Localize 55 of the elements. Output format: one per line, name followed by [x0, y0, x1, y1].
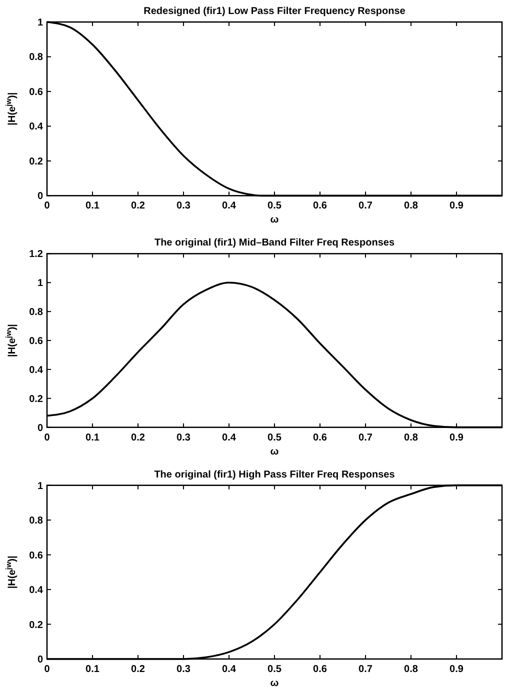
y-tick-label: 0.8 — [29, 52, 44, 64]
x-tick-label: 0 — [44, 432, 50, 444]
y-tick-label: 0.6 — [29, 336, 44, 347]
y-tick-label: 0.4 — [29, 585, 44, 596]
x-tick-label: 0.8 — [404, 432, 418, 444]
x-tick-label: 0.1 — [86, 432, 100, 444]
x-tick-label: 0.6 — [313, 200, 328, 212]
x-tick-label: 0 — [44, 200, 50, 212]
x-tick-label: 0.3 — [176, 664, 191, 675]
y-tick-label: 1 — [37, 18, 44, 28]
y-tick-label: 0 — [37, 191, 44, 202]
x-tick-label: 0.4 — [222, 664, 236, 675]
x-tick-label: 0.4 — [222, 200, 236, 212]
y-tick-label: 0.6 — [29, 86, 44, 98]
y-tick-label: 1 — [37, 480, 44, 492]
x-tick-label: 0.7 — [358, 432, 373, 444]
x-tick-label: 0.6 — [313, 664, 328, 675]
x-tick-label: 0.6 — [313, 432, 328, 444]
y-tick-label: 0.8 — [29, 307, 44, 318]
x-tick-label: 0.2 — [131, 200, 146, 212]
y-tick-label: 0.2 — [29, 394, 44, 405]
chart-title: The original (fir1) High Pass Filter Freq Responses — [154, 469, 396, 480]
x-tick-label: 0.7 — [358, 664, 373, 675]
x-tick-label: 0.2 — [131, 664, 146, 675]
chart-title: Redesigned (fir1) Low Pass Filter Frequency Response — [144, 6, 406, 17]
y-tick-label: 0.4 — [29, 364, 44, 376]
y-tick-label: 1.2 — [29, 249, 44, 260]
x-axis-title: ω — [270, 678, 280, 689]
x-tick-label: 0.9 — [450, 200, 464, 212]
x-tick-label: 0.8 — [404, 664, 418, 675]
x-tick-label: 0.3 — [176, 200, 191, 212]
x-tick-label: 0.1 — [86, 664, 100, 675]
y-tick-label: 0.4 — [29, 122, 44, 133]
x-tick-label: 0.7 — [358, 200, 373, 212]
x-axis-title: ω — [270, 446, 280, 458]
y-tick-label: 0 — [37, 422, 44, 434]
x-tick-label: 0.5 — [268, 200, 282, 212]
y-tick-label: 0.8 — [29, 516, 44, 527]
y-tick-label: 0.6 — [29, 550, 44, 562]
x-tick-label: 0.5 — [268, 432, 282, 444]
x-tick-label: 0.3 — [176, 432, 191, 444]
y-tick-label: 0.2 — [29, 620, 44, 631]
x-tick-label: 0.5 — [268, 664, 282, 675]
x-tick-label: 0.4 — [222, 432, 236, 444]
x-tick-label: 0.9 — [450, 432, 464, 444]
chart-title: The original (fir1) Mid–Band Filter Freq Responses — [154, 238, 395, 249]
x-tick-label: 0.1 — [86, 200, 100, 212]
y-tick-label: 0.2 — [29, 156, 44, 168]
x-tick-label: 0.9 — [450, 664, 464, 675]
x-axis-title: ω — [270, 214, 280, 226]
x-tick-label: 0.8 — [404, 200, 418, 212]
x-tick-label: 0.2 — [131, 432, 146, 444]
y-tick-label: 1 — [37, 278, 44, 290]
y-tick-label: 0 — [37, 654, 44, 666]
x-tick-label: 0 — [44, 664, 50, 675]
